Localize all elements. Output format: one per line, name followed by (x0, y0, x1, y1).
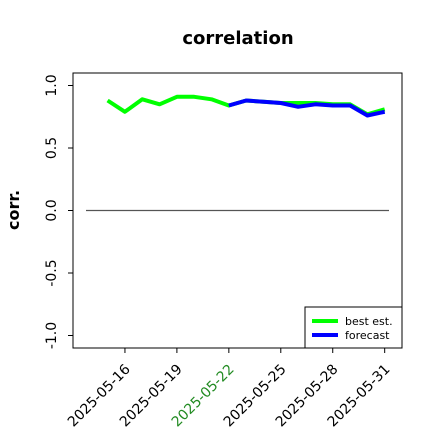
legend-label-best-est: best est. (345, 315, 393, 328)
chart-title: correlation (182, 28, 293, 49)
legend-box (304, 306, 403, 349)
y-tick-label: -0.5 (44, 259, 60, 286)
legend-label-forecast: forecast (345, 329, 390, 342)
y-tick-label: 0.0 (44, 199, 60, 221)
series-layer (106, 94, 386, 118)
y-tick-label: 0.5 (44, 137, 60, 159)
series-line-forecast (228, 98, 386, 118)
y-axis-ticks: -1.0 -0.5 0.0 0.5 1.0 (44, 74, 73, 349)
legend: best est. forecast (304, 306, 403, 349)
y-tick-label: 1.0 (44, 74, 60, 96)
y-axis-label: corr. (4, 190, 23, 230)
x-axis-ticks: 2025-05-162025-05-192025-05-222025-05-25… (65, 348, 394, 430)
y-tick-label: -1.0 (44, 322, 60, 349)
